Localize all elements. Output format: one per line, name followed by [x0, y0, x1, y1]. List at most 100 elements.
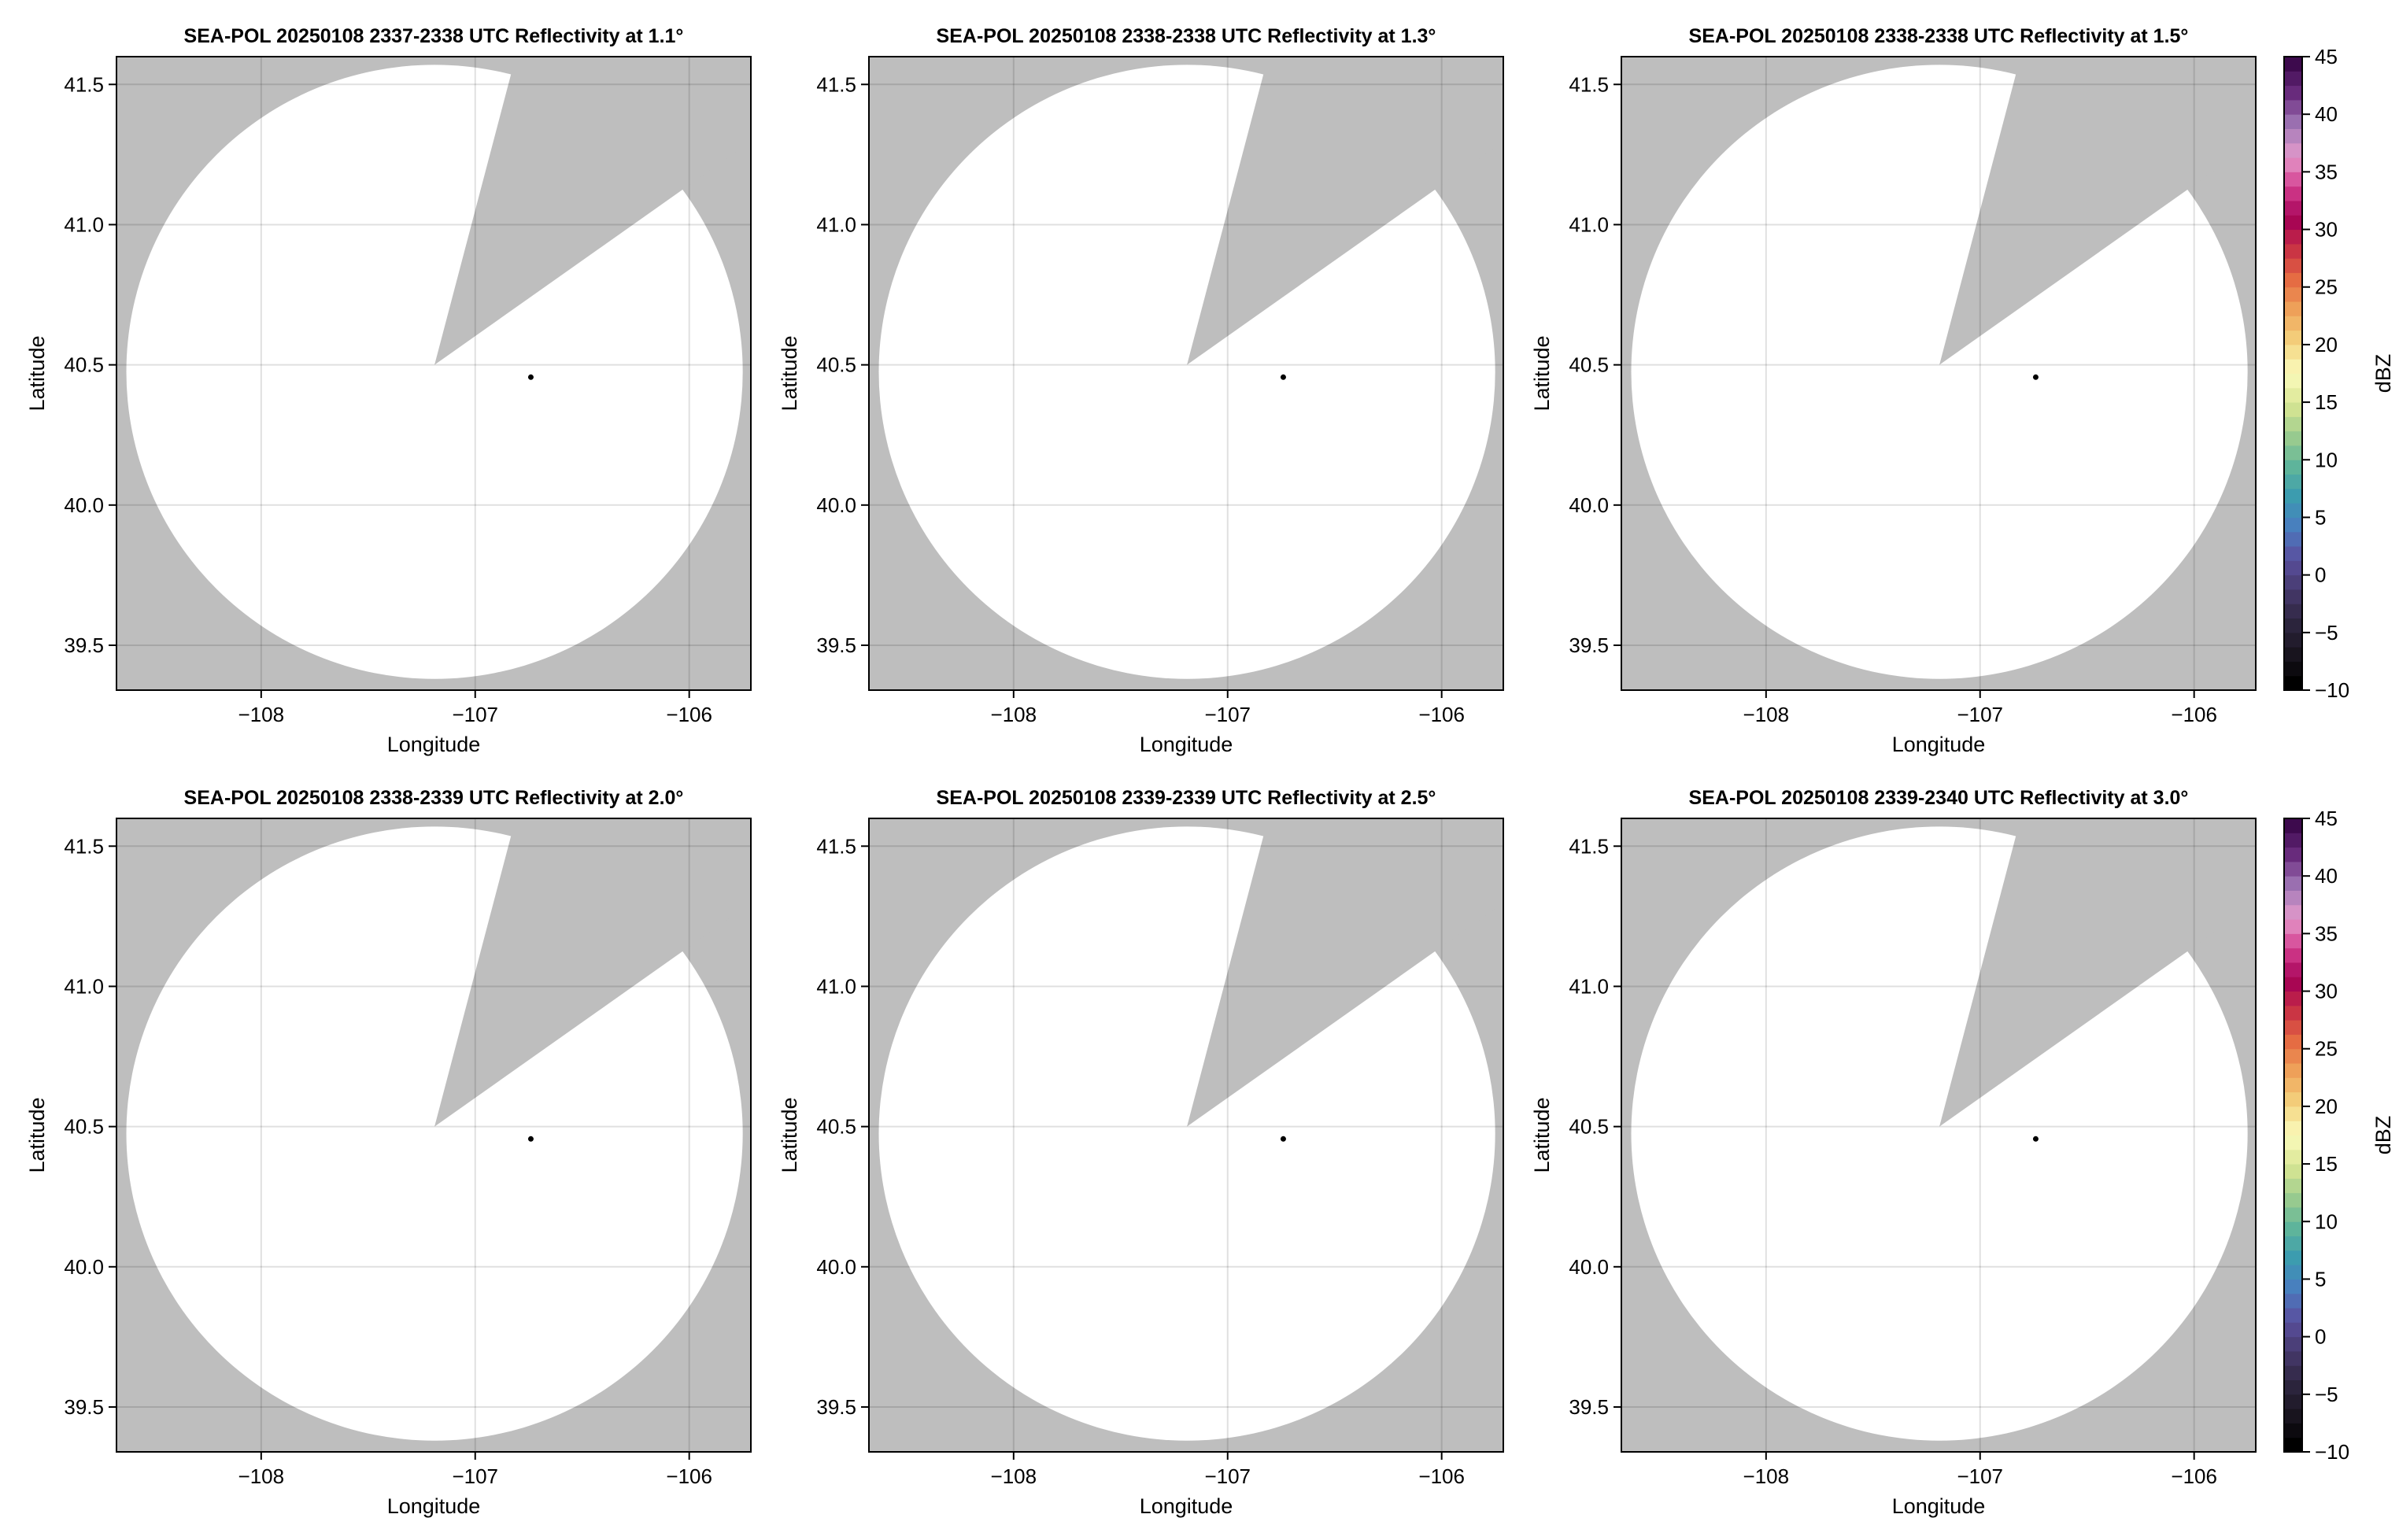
blocked-sector [1187, 57, 1503, 365]
axes-frame [116, 56, 752, 691]
x-tick-label: −106 [2171, 1464, 2217, 1488]
colorbar-bin [2284, 589, 2302, 604]
x-tick-label: −108 [1743, 703, 1790, 726]
colorbar-tick-label: 10 [2315, 448, 2338, 471]
radar-marker [1280, 1136, 1286, 1142]
colorbar-bin [2284, 632, 2302, 648]
colorbar-bin [2284, 474, 2302, 489]
plot-area [869, 818, 1503, 1452]
plot-area [1621, 57, 2256, 690]
panel-title: SEA-POL 20250108 2338-2338 UTC Reflectiv… [1689, 25, 2189, 47]
y-tick-label: 40.5 [64, 353, 104, 377]
y-tick-label: 40.0 [1569, 1255, 1609, 1279]
colorbar-bin [2284, 618, 2302, 633]
colorbar-bin [2284, 330, 2302, 345]
colorbar-bin [2284, 430, 2302, 446]
x-tick-label: −107 [452, 1464, 498, 1488]
colorbar-bin [2284, 1164, 2302, 1179]
colorbar-bin [2284, 344, 2302, 360]
colorbar-bin [2284, 546, 2302, 561]
colorbar-bin [2284, 861, 2302, 877]
colorbar-bin [2284, 947, 2302, 963]
x-tick-label: −106 [666, 1464, 712, 1488]
colorbar-bin [2284, 517, 2302, 533]
x-tick-label: −107 [1957, 1464, 2003, 1488]
colorbar-bin [2284, 99, 2302, 115]
colorbar-bin [2284, 560, 2302, 576]
colorbar-bin [2284, 229, 2302, 245]
y-axis-label: Latitude [25, 1097, 49, 1173]
colorbar-bin [2284, 604, 2302, 619]
colorbar-tick-label: 5 [2315, 1267, 2326, 1291]
y-tick-label: 41.5 [1569, 72, 1609, 96]
y-tick-label: 41.5 [64, 72, 104, 96]
colorbar-bin [2284, 286, 2302, 302]
x-tick-label: −106 [666, 703, 712, 726]
colorbar-tick-label: 45 [2315, 45, 2338, 68]
y-tick-label: 40.0 [1569, 493, 1609, 517]
x-tick-label: −108 [238, 703, 285, 726]
y-tick-label: 39.5 [64, 633, 104, 657]
axes-frame [868, 56, 1504, 691]
colorbar-frame [2283, 818, 2303, 1453]
colorbar-bin [2284, 1365, 2302, 1381]
colorbar-tick-label: 40 [2315, 864, 2338, 888]
colorbar-bin [2284, 574, 2302, 590]
x-tick-label: −106 [1418, 703, 1465, 726]
y-tick-label: 39.5 [816, 633, 856, 657]
colorbar-bin [2284, 1235, 2302, 1251]
y-axis-label: Latitude [778, 335, 801, 411]
colorbar-bin [2284, 818, 2302, 833]
y-tick-label: 40.0 [816, 493, 856, 517]
colorbar-label: dBZ [2371, 354, 2395, 393]
y-tick-label: 40.0 [64, 493, 104, 517]
y-tick-label: 40.5 [64, 1115, 104, 1139]
colorbar-bin [2284, 243, 2302, 259]
colorbar-bin [2284, 1423, 2302, 1438]
colorbar-bin [2284, 488, 2302, 504]
panel-2: −108 −107 −106 39.5 40.0 40.5 41.0 41.5 SEA-POL … [778, 25, 1504, 756]
colorbar-tick-label: 15 [2315, 390, 2338, 414]
colorbar-bin [2284, 1394, 2302, 1409]
colorbar-bin [2284, 1135, 2302, 1150]
colorbar: −10 −5 0 5 10 15 20 25 30 35 40 45 dBZ [2283, 45, 2395, 702]
colorbar-bin [2284, 503, 2302, 518]
panel-6: −108 −107 −106 39.5 40.0 40.5 41.0 41.5 SEA-POL … [1530, 787, 2257, 1518]
colorbar-bin [2284, 1437, 2302, 1453]
colorbar-tick-label: 20 [2315, 1095, 2338, 1118]
colorbar-tick-label: 5 [2315, 505, 2326, 529]
panel-title: SEA-POL 20250108 2338-2338 UTC Reflectiv… [937, 25, 1436, 47]
x-axis-label: Longitude [1140, 733, 1233, 756]
colorbar-bin [2284, 460, 2302, 475]
colorbar-bin [2284, 1206, 2302, 1222]
colorbar-bin [2284, 200, 2302, 216]
x-tick-label: −108 [991, 703, 1037, 726]
colorbar-tick-label: 25 [2315, 275, 2338, 299]
y-tick-label: 41.5 [816, 72, 856, 96]
radar-marker [527, 374, 534, 380]
y-tick-label: 39.5 [1569, 633, 1609, 657]
colorbar-bin [2284, 647, 2302, 662]
y-tick-label: 40.0 [816, 1255, 856, 1279]
panel-5: −108 −107 −106 39.5 40.0 40.5 41.0 41.5 SEA-POL … [778, 787, 1504, 1518]
colorbar-tick-label: 35 [2315, 921, 2338, 945]
colorbar-bin [2284, 876, 2302, 891]
axes-frame [1621, 56, 2257, 691]
colorbar-bin [2284, 977, 2302, 992]
colorbar-bin [2284, 1077, 2302, 1093]
x-tick-label: −108 [1743, 1464, 1790, 1488]
colorbar-bin [2284, 1409, 2302, 1424]
y-axis-label: Latitude [1530, 1097, 1554, 1173]
y-axis-label: Latitude [1530, 335, 1554, 411]
colorbar-tick-label: 0 [2315, 1325, 2326, 1349]
panel-1: −108 −107 −106 39.5 40.0 40.5 41.0 41.5 SEA-POL … [25, 25, 752, 756]
y-axis-label: Latitude [778, 1097, 801, 1173]
colorbar-bin [2284, 445, 2302, 460]
colorbar-bin [2284, 1336, 2302, 1352]
colorbar-bin [2284, 359, 2302, 374]
colorbar-bin [2284, 1279, 2302, 1294]
radar-marker [2032, 374, 2039, 380]
colorbar-bin [2284, 373, 2302, 389]
panel-title: SEA-POL 20250108 2338-2339 UTC Reflectiv… [184, 787, 684, 809]
